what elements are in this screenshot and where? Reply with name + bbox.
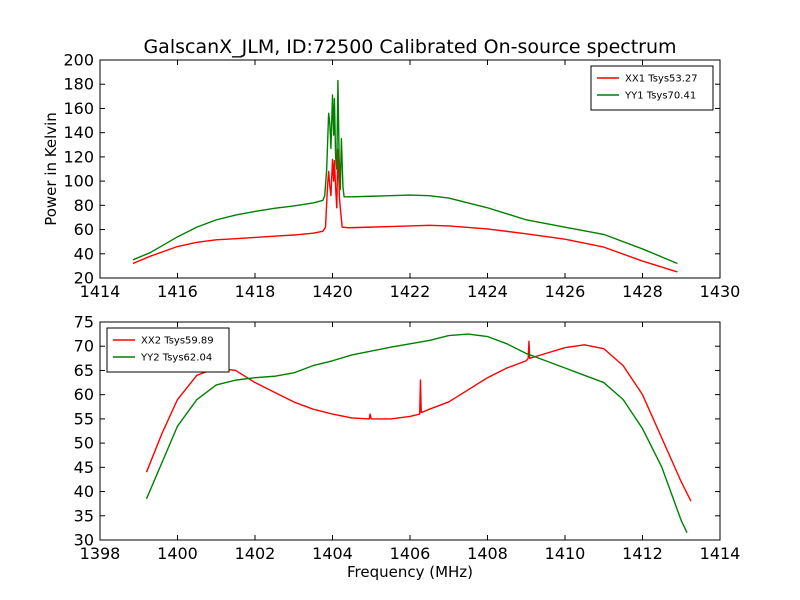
x-tick-label: 1428 [622,282,663,301]
x-tick-label: 1426 [545,282,586,301]
legend-label: YY1 Tsys70.41 [624,91,696,102]
y-tick-label: 50 [74,434,94,453]
y-tick-label: 60 [74,220,94,239]
x-tick-label: 1420 [312,282,353,301]
x-tick-label: 1414 [700,544,741,563]
x-axis-label: Frequency (MHz) [347,563,473,581]
y-tick-label: 40 [74,244,94,263]
x-tick-label: 1424 [467,282,508,301]
x-tick-label: 1422 [390,282,431,301]
x-tick-label: 1414 [80,282,121,301]
legend: XX1 Tsys53.27 YY1 Tsys70.41 [590,65,714,111]
series-line-1 [145,340,692,502]
series-line-2 [132,79,678,265]
figure-title: GalscanX_JLM, ID:72500 Calibrated On-sou… [143,36,676,58]
x-tick-label: 1416 [157,282,198,301]
x-tick-label: 1412 [622,544,663,563]
series-line-1 [132,148,678,273]
y-tick-label: 180 [63,75,94,94]
y-tick-label: 100 [63,172,94,191]
legend-label: XX1 Tsys53.27 [625,74,698,85]
legend-box [106,327,230,373]
y-axis-label: Power in Kelvin [42,112,60,226]
x-tick-label: 1398 [80,544,121,563]
y-tick-label: 55 [74,409,94,428]
y-tick-label: 20 [74,269,94,288]
x-tick-label: 1402 [235,544,276,563]
x-tick-label: 1404 [312,544,353,563]
y-tick-label: 120 [63,147,94,166]
y-tick-label: 65 [74,361,94,380]
y-tick-label: 45 [74,458,94,477]
y-tick-label: 200 [63,51,94,70]
y-tick-label: 60 [74,385,94,404]
x-tick-label: 1408 [467,544,508,563]
y-tick-label: 35 [74,506,94,525]
legend-box [590,65,714,111]
y-tick-label: 80 [74,196,94,215]
y-tick-label: 140 [63,123,94,142]
x-tick-label: 1400 [157,544,198,563]
legend: XX2 Tsys59.89 YY2 Tsys62.04 [106,327,230,373]
legend-label: YY2 Tsys62.04 [140,353,212,364]
x-tick-label: 1410 [545,544,586,563]
y-tick-label: 40 [74,482,94,501]
y-tick-label: 70 [74,337,94,356]
x-tick-label: 1406 [390,544,431,563]
bottom-spectrum-plot: 1398 1400 1402 1404 1406 1408 1410 1412 1414 30 35… [74,313,741,582]
series-line-2 [145,333,688,534]
legend-label: XX2 Tsys59.89 [141,336,214,347]
x-tick-label: 1418 [235,282,276,301]
x-tick-label: 1430 [700,282,741,301]
y-tick-label: 160 [63,99,94,118]
y-tick-label: 75 [74,313,94,332]
y-tick-label: 30 [74,531,94,550]
top-spectrum-plot: 1414 1416 1418 1420 1422 1424 1426 1428 1430 20 40… [42,51,740,302]
